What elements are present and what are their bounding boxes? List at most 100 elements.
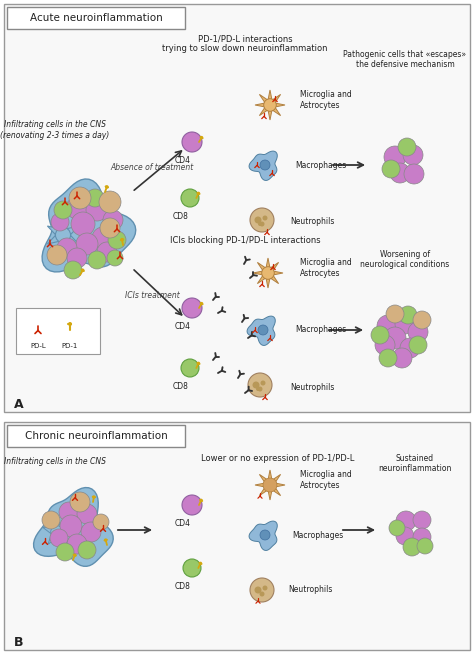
Circle shape — [263, 586, 267, 591]
Circle shape — [67, 534, 87, 554]
Text: CD8: CD8 — [173, 382, 189, 391]
Circle shape — [73, 553, 76, 557]
Text: Acute neuroinflammation: Acute neuroinflammation — [29, 13, 163, 23]
Text: Microglia and
Astrocytes: Microglia and Astrocytes — [300, 470, 352, 490]
Circle shape — [66, 197, 88, 219]
Circle shape — [264, 479, 276, 491]
Text: Macrophages: Macrophages — [292, 531, 343, 540]
Polygon shape — [249, 521, 277, 550]
Circle shape — [99, 191, 121, 213]
Circle shape — [399, 306, 417, 324]
Circle shape — [81, 522, 101, 542]
Text: B: B — [14, 635, 24, 648]
Circle shape — [413, 511, 431, 529]
FancyBboxPatch shape — [4, 422, 470, 650]
Text: Pathogenic cells that «escapes»
the defensive mechanism: Pathogenic cells that «escapes» the defe… — [344, 50, 466, 69]
Text: Neutrophils: Neutrophils — [290, 217, 334, 227]
Circle shape — [255, 217, 262, 223]
Circle shape — [200, 302, 203, 305]
Polygon shape — [42, 179, 136, 272]
Circle shape — [259, 221, 264, 227]
Circle shape — [93, 514, 109, 530]
Circle shape — [105, 185, 109, 189]
Circle shape — [81, 269, 84, 272]
Circle shape — [261, 381, 265, 386]
Text: Infiltrating cells in the CNS: Infiltrating cells in the CNS — [4, 457, 106, 466]
Circle shape — [200, 136, 203, 140]
Circle shape — [375, 335, 395, 355]
Text: Lower or no expression of PD-1/PD-L: Lower or no expression of PD-1/PD-L — [201, 454, 355, 463]
Circle shape — [107, 250, 123, 266]
FancyBboxPatch shape — [7, 425, 185, 447]
Circle shape — [181, 189, 199, 207]
Circle shape — [59, 502, 79, 522]
Text: A: A — [14, 398, 24, 411]
Circle shape — [197, 192, 200, 195]
Circle shape — [56, 543, 74, 561]
Circle shape — [403, 145, 423, 165]
Text: Sustained
neuroinflammation: Sustained neuroinflammation — [378, 454, 452, 474]
Circle shape — [377, 315, 399, 337]
Circle shape — [70, 492, 90, 512]
Circle shape — [264, 99, 276, 111]
Circle shape — [103, 210, 123, 230]
Circle shape — [120, 238, 124, 242]
Text: PD-1/PD-L interactions
trying to slow down neuroinflammation: PD-1/PD-L interactions trying to slow do… — [162, 34, 328, 54]
Circle shape — [392, 348, 412, 368]
Text: ICIs blocking PD-1/PD-L interactions: ICIs blocking PD-1/PD-L interactions — [170, 236, 320, 245]
Circle shape — [200, 498, 203, 502]
Circle shape — [263, 215, 267, 221]
Text: CD4: CD4 — [175, 322, 191, 331]
Circle shape — [382, 160, 400, 178]
FancyBboxPatch shape — [16, 308, 100, 354]
Circle shape — [413, 311, 431, 329]
Circle shape — [404, 164, 424, 184]
Circle shape — [384, 327, 406, 349]
Text: Neutrophils: Neutrophils — [288, 586, 332, 595]
Circle shape — [60, 515, 82, 537]
Circle shape — [400, 338, 420, 358]
Circle shape — [108, 231, 126, 249]
Circle shape — [182, 495, 202, 515]
Polygon shape — [34, 487, 113, 567]
Circle shape — [104, 538, 108, 542]
Text: CD4: CD4 — [175, 519, 191, 528]
Circle shape — [379, 349, 397, 367]
Circle shape — [258, 325, 268, 335]
Circle shape — [50, 529, 68, 547]
Circle shape — [403, 538, 421, 556]
Circle shape — [182, 132, 202, 152]
Polygon shape — [253, 258, 283, 288]
Circle shape — [413, 528, 431, 546]
Circle shape — [248, 373, 272, 397]
Circle shape — [86, 189, 104, 207]
Circle shape — [390, 163, 410, 183]
Circle shape — [417, 538, 433, 554]
Polygon shape — [43, 517, 71, 544]
Text: Absence of treatment: Absence of treatment — [110, 162, 193, 172]
Circle shape — [54, 201, 72, 219]
Circle shape — [92, 495, 96, 498]
Polygon shape — [47, 217, 79, 253]
Circle shape — [67, 248, 87, 268]
Circle shape — [408, 322, 428, 342]
Circle shape — [395, 314, 415, 334]
Text: Infiltrating cells in the CNS
(renovating 2-3 times a day): Infiltrating cells in the CNS (renovatin… — [0, 121, 109, 140]
Polygon shape — [249, 151, 277, 180]
Circle shape — [250, 208, 274, 232]
Circle shape — [250, 578, 274, 602]
Circle shape — [262, 267, 274, 279]
Text: Worsening of
neurological conditions: Worsening of neurological conditions — [360, 250, 450, 269]
Circle shape — [86, 199, 108, 221]
FancyBboxPatch shape — [4, 4, 470, 412]
Text: CD8: CD8 — [173, 212, 189, 221]
Circle shape — [263, 478, 277, 492]
Circle shape — [386, 305, 404, 323]
Circle shape — [88, 251, 106, 269]
Text: CD4: CD4 — [175, 156, 191, 165]
Circle shape — [396, 527, 414, 545]
Circle shape — [78, 541, 96, 559]
Circle shape — [398, 138, 416, 156]
Circle shape — [97, 242, 117, 262]
Circle shape — [255, 586, 262, 593]
